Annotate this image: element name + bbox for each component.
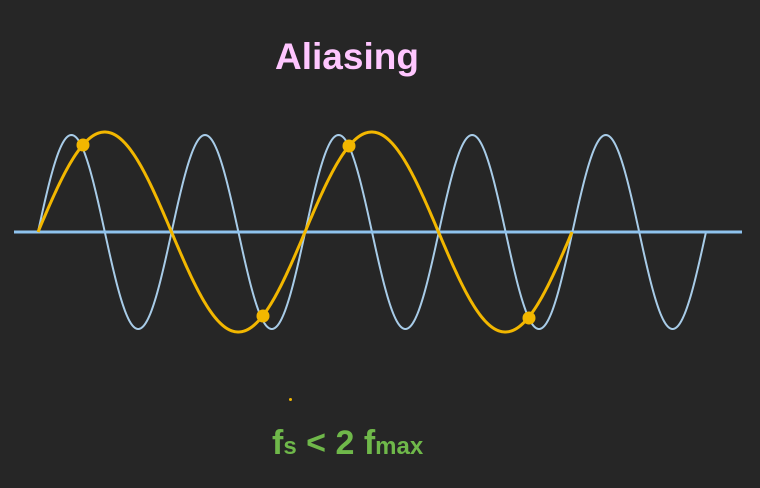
formula-operator: <	[306, 424, 326, 462]
sample-points	[76, 138, 536, 325]
sample-point	[522, 311, 536, 325]
formula-fs: f	[272, 424, 284, 462]
stray-dot	[289, 398, 292, 401]
nyquist-condition: fs < 2 fmax	[272, 424, 423, 463]
formula-fmax-sub: max	[375, 433, 424, 460]
formula-fs-sub: s	[283, 433, 297, 460]
sample-point	[342, 139, 356, 153]
sample-point	[256, 309, 270, 323]
formula-factor: 2	[335, 424, 355, 462]
alias-curve	[36, 130, 574, 334]
sample-point	[76, 138, 90, 152]
diagram-title: Aliasing	[275, 36, 419, 77]
aliased-signal-wave	[36, 130, 574, 334]
formula-fmax: f	[363, 424, 376, 462]
